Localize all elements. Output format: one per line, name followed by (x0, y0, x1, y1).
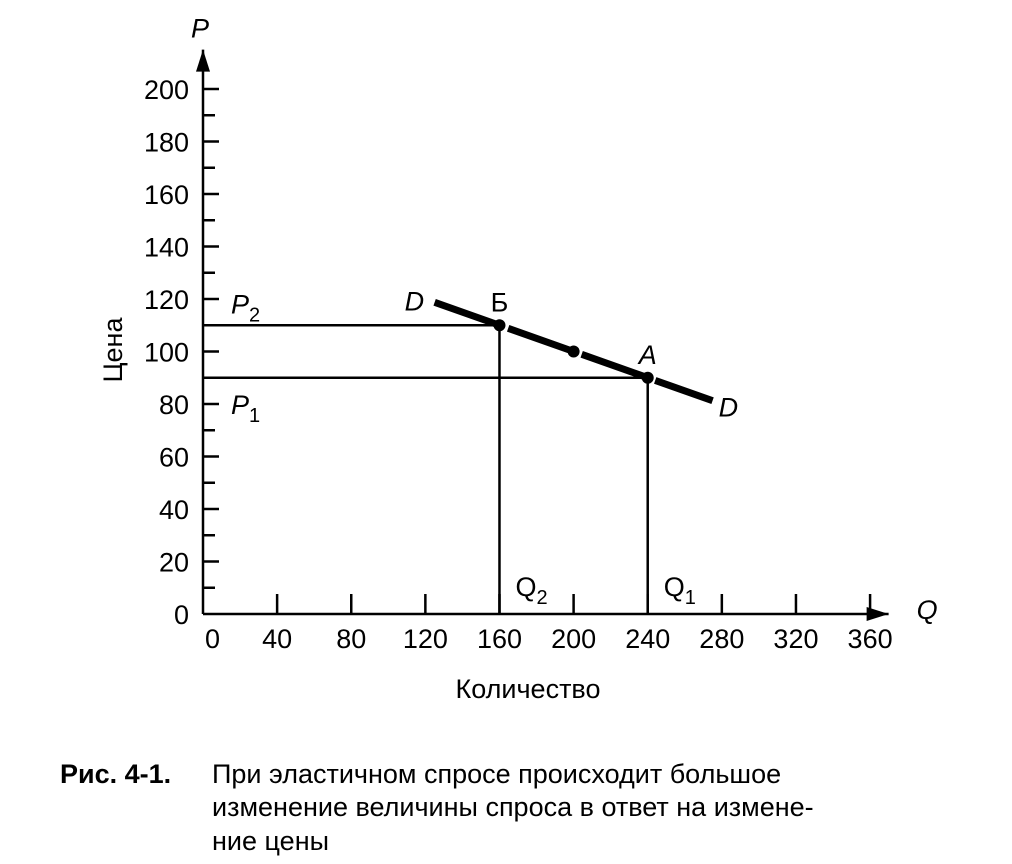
x-tick-label: 200 (551, 624, 596, 654)
x-tick-label: 280 (699, 624, 744, 654)
y-tick-label: 140 (144, 233, 189, 263)
x-tick-label: 320 (773, 624, 818, 654)
quantity-sub: 1 (685, 587, 696, 609)
x-tick-label: 160 (477, 624, 522, 654)
y-axis-letter: P (191, 14, 209, 44)
price-label: P1 (231, 390, 260, 427)
x-axis-letter: Q (917, 595, 938, 625)
y-tick-label: 100 (144, 338, 189, 368)
y-tick-label: 20 (159, 548, 189, 578)
x-tick-label: 360 (848, 624, 893, 654)
x-tick-label: 120 (403, 624, 448, 654)
quantity-letter: Q (664, 572, 685, 602)
y-tick-label: 80 (159, 390, 189, 420)
price-sub: 2 (249, 304, 260, 326)
price-label: P2 (231, 289, 260, 326)
point-label: A (637, 340, 657, 370)
price-letter: P (231, 289, 249, 319)
x-tick-label: 240 (625, 624, 670, 654)
x-tick-label: 0 (205, 624, 220, 654)
y-tick-label: 40 (159, 495, 189, 525)
point (641, 371, 654, 384)
quantity-label: Q1 (664, 572, 696, 609)
caption-line: ние цены (212, 826, 329, 856)
caption-line: При эластичном спросе происходит большое (212, 759, 781, 789)
y-tick-label: 160 (144, 180, 189, 210)
x-tick-label: 40 (262, 624, 292, 654)
quantity-letter: Q (515, 572, 536, 602)
point (567, 345, 580, 358)
x-axis-label: Количество (456, 674, 601, 704)
caption-line: изменение величины спроса в ответ на изм… (212, 792, 814, 822)
x-tick-label: 80 (336, 624, 366, 654)
point-label: Б (491, 287, 509, 317)
y-tick-label: 120 (144, 285, 189, 315)
y-tick-label: 180 (144, 128, 189, 158)
caption-figure: Рис. 4-1. (60, 759, 171, 789)
y-axis-arrow (196, 49, 210, 72)
curve-label: D (405, 286, 425, 316)
price-sub: 1 (249, 405, 260, 427)
x-axis-arrow (866, 607, 889, 621)
y-axis-label: Цена (98, 317, 128, 383)
price-letter: P (231, 390, 249, 420)
y-tick-label: 0 (174, 600, 189, 630)
y-tick-label: 60 (159, 443, 189, 473)
y-tick-label: 200 (144, 75, 189, 105)
quantity-sub: 2 (536, 587, 547, 609)
curve-label: D (719, 393, 739, 423)
quantity-label: Q2 (515, 572, 547, 609)
point (493, 319, 506, 332)
